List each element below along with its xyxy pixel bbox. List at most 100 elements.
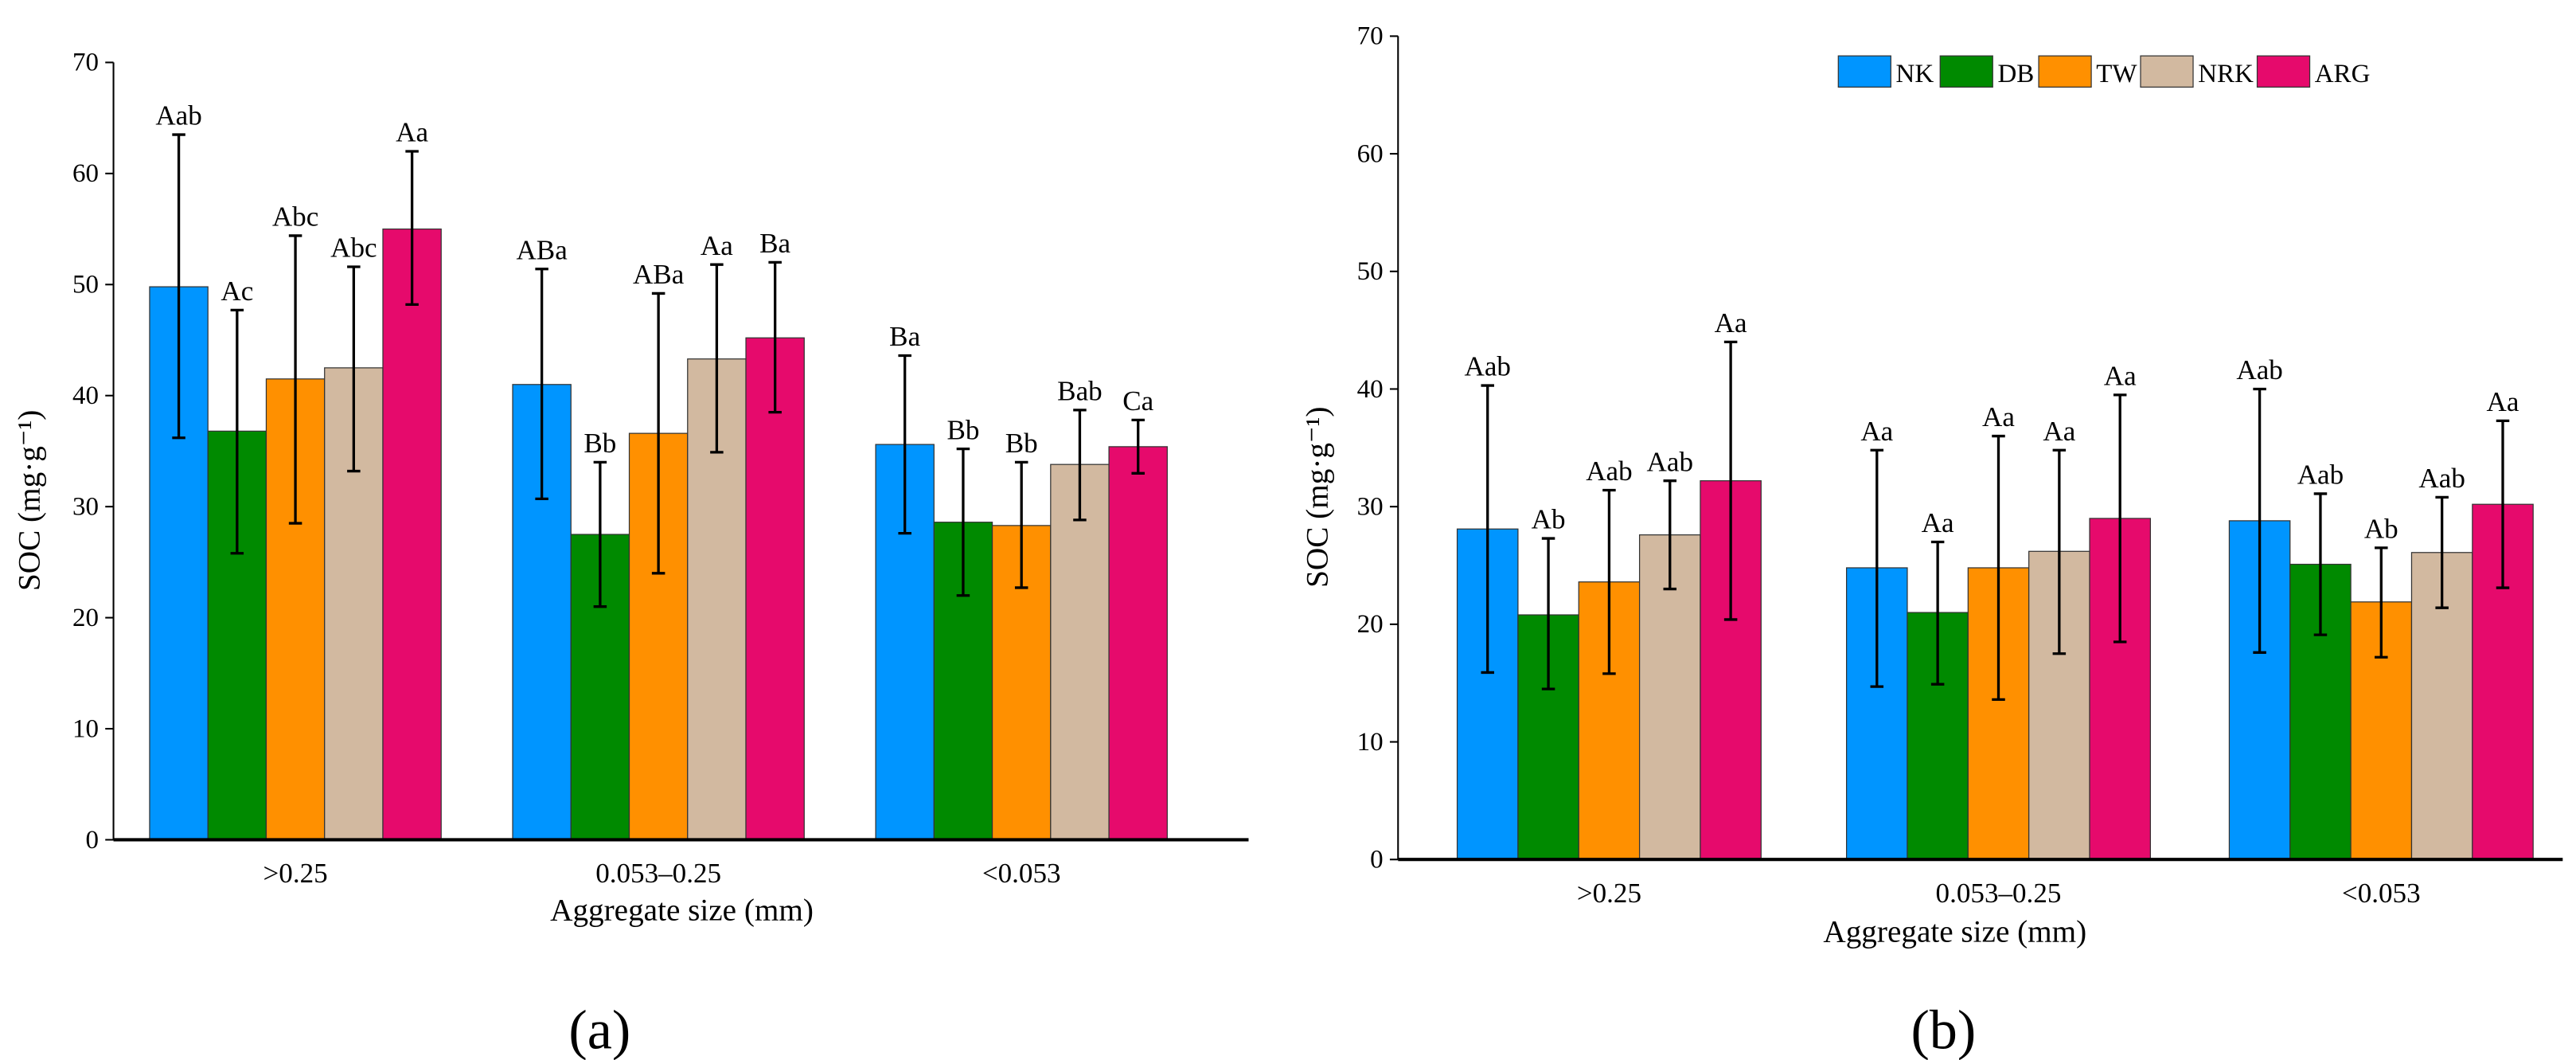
- significance-label: Aab: [2236, 354, 2282, 385]
- error-bar: [1870, 448, 1884, 688]
- y-tick-label: 0: [1370, 846, 1383, 874]
- error-bar: [230, 308, 244, 555]
- error-bar: [535, 268, 548, 501]
- y-tick-label: 30: [1357, 492, 1384, 521]
- significance-label: Aa: [396, 117, 428, 148]
- legend-label: TW: [2096, 60, 2137, 88]
- error-bar: [2435, 495, 2449, 609]
- error-bar: [768, 260, 782, 414]
- error-bar: [288, 234, 302, 525]
- chart-panel-b: Aab Aa Aab Ab Aa Aab Aab Aa Ab Aab Aa Aab Aa Aa Aa 0 10 2…: [1301, 22, 2563, 1060]
- error-bar: [2313, 492, 2328, 636]
- y-tick-label: 40: [72, 381, 99, 410]
- error-bar: [956, 448, 970, 597]
- error-bar: [651, 291, 665, 575]
- error-bar: [1602, 488, 1616, 675]
- error-bar: [2253, 387, 2266, 654]
- error-bar: [1930, 540, 1945, 686]
- significance-label: Ca: [1122, 385, 1153, 417]
- y-tick-label: 10: [1357, 728, 1384, 757]
- x-tick-label: 0.053–0.25: [595, 858, 721, 889]
- significance-label: Aa: [2043, 416, 2075, 447]
- legend-label: ARG: [2315, 60, 2371, 88]
- significance-label: Aa: [1715, 307, 1747, 338]
- x-tick-label: >0.25: [263, 858, 328, 889]
- significance-label: Bab: [1057, 375, 1103, 406]
- error-bar: [2496, 419, 2510, 589]
- significance-label: Ba: [889, 321, 920, 352]
- significance-label: Ac: [221, 276, 253, 307]
- significance-label: Abc: [272, 201, 318, 233]
- significance-label: Bb: [946, 414, 979, 445]
- significance-label: Aa: [2487, 386, 2519, 417]
- y-tick-label: 20: [72, 604, 99, 632]
- error-bar: [2375, 546, 2388, 659]
- error-bar: [1541, 537, 1555, 690]
- y-tick-label: 30: [72, 492, 99, 521]
- x-tick-label: <0.053: [982, 858, 1061, 889]
- significance-label: Abc: [330, 233, 377, 264]
- error-bar: [1723, 340, 1738, 621]
- x-axis-title: Aggregate size (mm): [1823, 914, 2086, 949]
- y-tick-label: 60: [1357, 139, 1384, 168]
- significance-label: Bb: [584, 428, 616, 459]
- legend-label: NK: [1896, 60, 1934, 88]
- legend-swatch-tw: [2038, 55, 2092, 88]
- error-bar: [593, 460, 607, 608]
- x-tick-label: >0.25: [1577, 878, 1641, 909]
- significance-label: Aa: [2104, 360, 2137, 391]
- significance-label: ABa: [633, 259, 685, 290]
- significance-label: Bb: [1005, 428, 1038, 459]
- y-tick-label: 0: [85, 826, 99, 855]
- y-tick-label: 70: [1357, 22, 1384, 51]
- significance-label: Ab: [1532, 504, 1566, 535]
- bar-nrk: [1050, 464, 1110, 841]
- chart-panel-a: Aab ABa Ba Ac Bb Bb Abc ABa Bb Abc Aa Bab Aa Ba Ca 0 10 2…: [13, 49, 1249, 1060]
- x-tick-label: 0.053–0.25: [1936, 878, 2062, 909]
- significance-label: Aa: [1982, 401, 2015, 432]
- y-tick-label: 70: [72, 49, 99, 77]
- error-bar: [710, 263, 724, 454]
- y-axis-title: SOC (mg·g⁻¹): [1301, 407, 1335, 588]
- bar-arg: [382, 228, 442, 841]
- legend-label: DB: [1997, 60, 2034, 88]
- bar-arg: [1108, 446, 1168, 841]
- error-bar: [898, 354, 911, 535]
- x-axis-title: Aggregate size (mm): [550, 894, 814, 928]
- y-tick-label: 60: [72, 159, 99, 188]
- legend-swatch-nk: [1837, 55, 1891, 88]
- significance-label: Aa: [1860, 416, 1893, 447]
- legend-swatch-nrk: [2140, 55, 2194, 88]
- y-tick-label: 50: [72, 271, 99, 299]
- significance-label: Aab: [2297, 460, 2344, 491]
- error-bar: [1073, 409, 1087, 522]
- y-tick-label: 10: [72, 714, 99, 743]
- legend-swatch-db: [1939, 55, 1993, 88]
- legend: NK DB TW NRK ARG: [1837, 55, 2371, 88]
- y-tick-label: 50: [1357, 257, 1384, 286]
- significance-label: Ba: [759, 228, 790, 259]
- significance-label: Aa: [701, 230, 733, 261]
- significance-label: Aab: [1647, 446, 1693, 477]
- legend-label: NRK: [2198, 60, 2254, 88]
- error-bar: [1014, 460, 1028, 589]
- significance-label: Aab: [155, 100, 201, 131]
- significance-label: Aab: [1586, 456, 1632, 487]
- legend-swatch-arg: [2256, 55, 2311, 88]
- y-tick-label: 20: [1357, 610, 1384, 639]
- significance-label: Aab: [2418, 463, 2465, 494]
- error-bar: [405, 150, 419, 307]
- error-bar: [347, 265, 361, 473]
- error-bar: [1481, 384, 1494, 675]
- significance-label: Ab: [2364, 513, 2398, 544]
- panel-label: (b): [1911, 999, 1976, 1060]
- significance-label: Aa: [1922, 507, 1954, 538]
- error-bar: [2052, 448, 2067, 655]
- error-bar: [1131, 418, 1145, 475]
- error-bar: [1992, 434, 2005, 702]
- error-bar: [1663, 479, 1677, 591]
- panel-label: (a): [568, 999, 630, 1060]
- y-tick-label: 40: [1357, 375, 1384, 404]
- significance-label: ABa: [516, 234, 568, 265]
